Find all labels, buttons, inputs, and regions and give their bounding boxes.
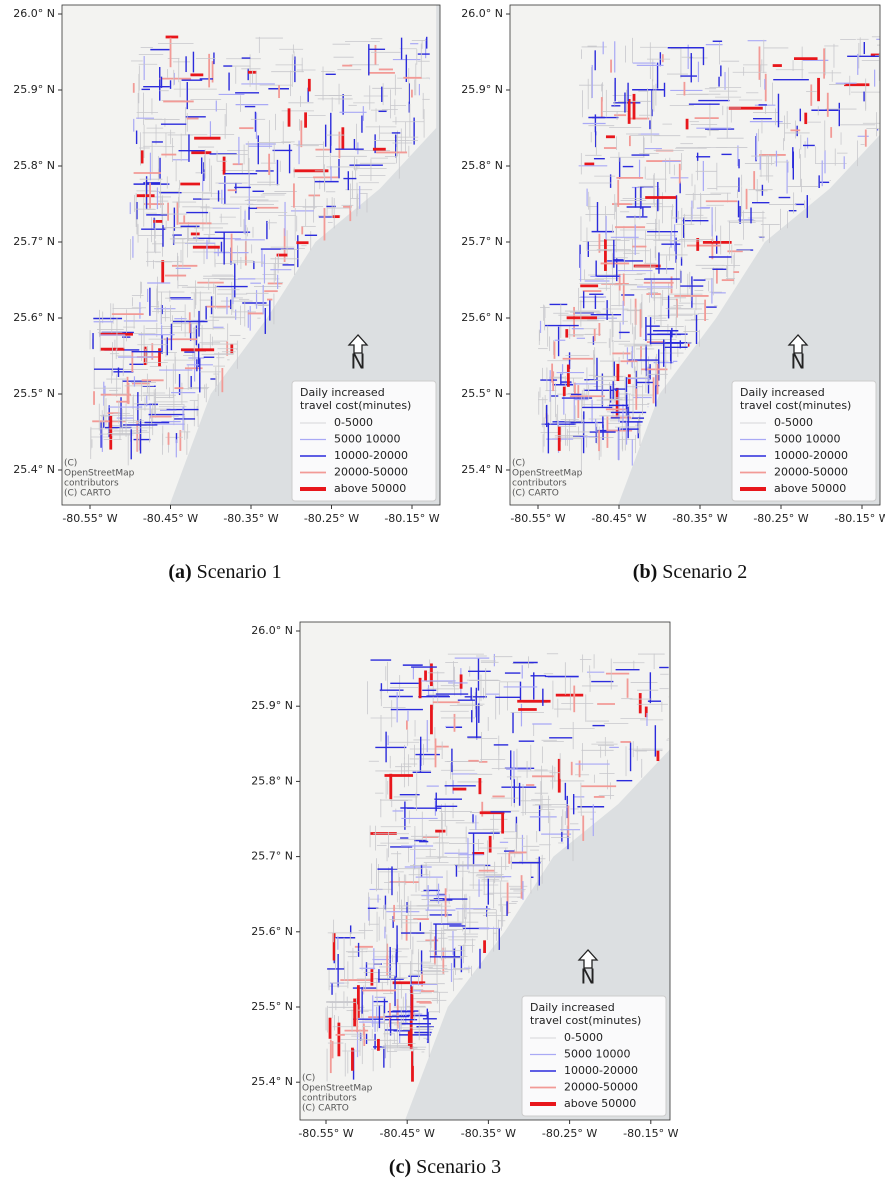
axes-frame: [299, 621, 671, 1121]
panel-tag: (b): [633, 561, 657, 583]
lon-tick-label: -80.25° W: [542, 1127, 597, 1140]
panel-tag: (a): [168, 561, 191, 583]
lat-tick-label: 26.0° N: [251, 624, 293, 637]
lat-tick-label: 25.7° N: [251, 850, 293, 863]
attribution: contributors: [512, 479, 567, 489]
lat-tick-label: 25.4° N: [13, 463, 55, 476]
lat-tick-label: 25.8° N: [13, 159, 55, 172]
lat-tick-label: 25.6° N: [461, 311, 503, 324]
legend-label: above 50000: [774, 482, 846, 495]
legend-box: [731, 380, 877, 502]
attribution: OpenStreetMap: [512, 469, 583, 479]
attribution: (C) CARTO: [512, 489, 559, 499]
lon-tick-label: -80.35° W: [461, 1127, 516, 1140]
legend-label: 10000-20000: [774, 449, 848, 462]
lon-tick-label: -80.55° W: [298, 1127, 353, 1140]
legend-box: [521, 995, 667, 1117]
lon-tick-label: -80.15° W: [623, 1127, 678, 1140]
north-arrow: [347, 334, 369, 354]
panel-caption-text: Scenario 2: [662, 561, 747, 583]
north-arrow: [787, 334, 809, 354]
panel-tag: (c): [389, 1156, 411, 1178]
lon-tick-label: -80.35° W: [672, 512, 727, 525]
lat-tick-label: 25.6° N: [251, 925, 293, 938]
lat-tick-label: 25.5° N: [461, 387, 503, 400]
attribution: (C): [512, 459, 525, 469]
legend-title: travel cost(minutes): [300, 399, 411, 412]
lat-tick-label: 25.5° N: [251, 1000, 293, 1013]
legend-title: travel cost(minutes): [530, 1014, 641, 1027]
legend-label: 20000-50000: [564, 1081, 638, 1094]
lon-tick-label: -80.25° W: [304, 512, 359, 525]
legend-label: 10000-20000: [564, 1064, 638, 1077]
attribution: OpenStreetMap: [64, 469, 135, 479]
attribution: (C) CARTO: [64, 489, 111, 499]
panel-caption-text: Scenario 3: [416, 1156, 501, 1178]
legend-label: above 50000: [334, 482, 406, 495]
attribution: (C): [302, 1074, 315, 1084]
lon-tick-label: -80.45° W: [143, 512, 198, 525]
legend-box: [291, 380, 437, 502]
map-area: [62, 5, 440, 505]
panel-caption: (c) Scenario 3: [389, 1156, 501, 1178]
legend-label: 5000 10000: [774, 433, 840, 446]
legend-title: Daily increased: [300, 386, 385, 399]
legend-label: 5000 10000: [334, 433, 400, 446]
lat-tick-label: 25.7° N: [13, 235, 55, 248]
lon-tick-label: -80.55° W: [62, 512, 117, 525]
north-label: N: [791, 350, 806, 374]
lat-tick-label: 25.6° N: [13, 311, 55, 324]
legend-title: travel cost(minutes): [740, 399, 851, 412]
lat-tick-label: 25.5° N: [13, 387, 55, 400]
axes-frame: [509, 4, 881, 506]
legend-label: 20000-50000: [774, 466, 848, 479]
lon-tick-label: -80.55° W: [510, 512, 565, 525]
lat-tick-label: 25.9° N: [13, 83, 55, 96]
lat-tick-label: 26.0° N: [461, 7, 503, 20]
legend-label: 20000-50000: [334, 466, 408, 479]
legend-title: Daily increased: [740, 386, 825, 399]
lon-tick-label: -80.35° W: [223, 512, 278, 525]
north-label: N: [581, 965, 596, 989]
attribution: contributors: [64, 479, 119, 489]
legend-title: Daily increased: [530, 1001, 615, 1014]
lat-tick-label: 25.9° N: [461, 83, 503, 96]
panel-caption: (a) Scenario 1: [168, 561, 281, 583]
panel-caption: (b) Scenario 2: [633, 561, 747, 583]
legend-label: 10000-20000: [334, 449, 408, 462]
lat-tick-label: 25.8° N: [461, 159, 503, 172]
legend-label: 0-5000: [334, 416, 373, 429]
lon-tick-label: -80.15° W: [834, 512, 885, 525]
legend-label: 0-5000: [774, 416, 813, 429]
lat-tick-label: 26.0° N: [13, 7, 55, 20]
panel-caption-text: Scenario 1: [197, 561, 282, 583]
lon-tick-label: -80.25° W: [753, 512, 808, 525]
lon-tick-label: -80.45° W: [380, 1127, 435, 1140]
lat-tick-label: 25.4° N: [461, 463, 503, 476]
map-panel: 26.0° N 25.9° N 25.8° N 25.7° N 25.6° N 25.5°…: [251, 621, 679, 1140]
map-panel: 26.0° N 25.9° N 25.8° N 25.7° N 25.6° N 25.5°…: [461, 4, 885, 525]
lat-tick-label: 25.9° N: [251, 699, 293, 712]
legend-label: 0-5000: [564, 1031, 603, 1044]
lon-tick-label: -80.45° W: [591, 512, 646, 525]
legend-label: 5000 10000: [564, 1048, 630, 1061]
lat-tick-label: 25.8° N: [251, 774, 293, 787]
attribution: contributors: [302, 1094, 357, 1104]
map-panel: 26.0° N 25.9° N 25.8° N 25.7° N 25.6° N 25.5°…: [13, 4, 441, 525]
lon-tick-label: -80.15° W: [384, 512, 439, 525]
attribution: OpenStreetMap: [302, 1084, 373, 1094]
north-label: N: [351, 350, 366, 374]
lat-tick-label: 25.4° N: [251, 1075, 293, 1088]
legend-label: above 50000: [564, 1097, 636, 1110]
attribution: (C): [64, 459, 77, 469]
north-arrow: [577, 949, 599, 969]
attribution: (C) CARTO: [302, 1104, 349, 1114]
lat-tick-label: 25.7° N: [461, 235, 503, 248]
